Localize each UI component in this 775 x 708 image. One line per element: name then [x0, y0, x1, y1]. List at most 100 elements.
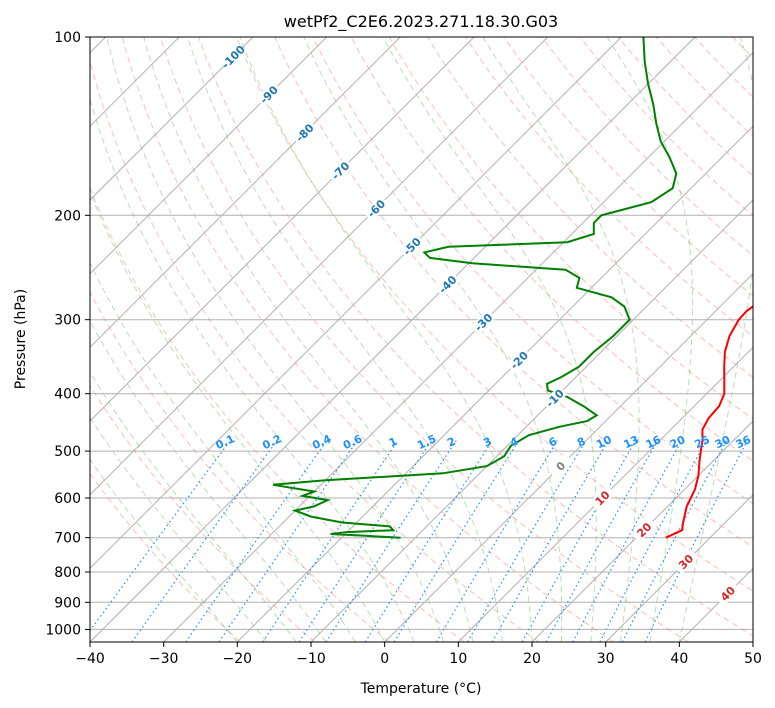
moist-adiabat [187, 37, 503, 642]
x-tick-label: 30 [597, 651, 615, 667]
mixing-ratio-line [491, 440, 609, 642]
y-tick-label: 1000 [45, 622, 81, 638]
dry-adiabat [465, 37, 753, 338]
y-tick-label: 400 [54, 387, 81, 403]
isotherm-gridline [90, 37, 328, 275]
y-tick-label: 200 [54, 208, 81, 224]
isotherm-label-bg [291, 119, 318, 146]
isotherm-gridline [605, 493, 753, 642]
moist-adiabat [90, 190, 386, 642]
y-tick-label: 700 [54, 531, 81, 547]
mixing-ratio-label: 30 [713, 433, 733, 451]
isotherm-gridline [163, 51, 753, 642]
isotherm-gridline [90, 37, 696, 642]
mixing-ratio-line [599, 440, 707, 642]
plot-frame [89, 36, 754, 643]
x-tick-label: −10 [296, 651, 326, 667]
isotherm-label-bg [542, 385, 568, 411]
mixing-ratio-label: 20 [668, 433, 688, 451]
moist-adiabat [90, 416, 268, 642]
dry-adiabat [121, 37, 614, 642]
mixing-ratio-line [621, 440, 728, 642]
y-axis-label: Pressure (hPa) [13, 289, 29, 389]
moist-adiabat [382, 37, 597, 642]
mixing-ratio-label: 36 [734, 433, 754, 451]
mixing-ratio-label: 16 [644, 433, 664, 451]
isotherm-gridline [384, 272, 753, 642]
moist-adiabat [90, 370, 297, 642]
x-tick-label: 20 [523, 651, 541, 667]
y-tick-label: 100 [54, 30, 81, 46]
dry-adiabat [312, 37, 753, 505]
y-tick-label: 600 [54, 491, 81, 507]
moist-adiabat [678, 37, 753, 642]
mixing-ratio-line [298, 440, 432, 642]
isotherm-gridline [457, 346, 753, 642]
isotherm-label-bg [220, 44, 246, 70]
isotherm-gridline [90, 37, 549, 496]
moist-adiabat [143, 37, 474, 642]
dry-adiabat [274, 37, 753, 548]
isotherm-gridline [236, 125, 753, 642]
moist-adiabat [482, 37, 640, 642]
isotherm-label-bg [327, 157, 354, 184]
chart-title: wetPf2_C2E6.2023.271.18.30.G03 [284, 12, 558, 32]
x-tick-label: 10 [449, 651, 467, 667]
y-tick-label: 500 [54, 444, 81, 460]
dry-adiabat [426, 37, 753, 379]
series-layer [272, 37, 753, 539]
isotherm-label-bg [434, 271, 461, 298]
y-tick-label: 900 [54, 595, 81, 611]
moist-adiabat [90, 261, 356, 642]
dry-adiabat [350, 37, 753, 462]
isotherm-label-bg [673, 548, 699, 575]
mixing-ratio-line [185, 440, 328, 642]
isotherm-label-bg [506, 347, 532, 373]
y-tick-label: 300 [54, 313, 81, 329]
x-tick-label: −40 [75, 651, 105, 667]
x-tick-label: −30 [149, 651, 179, 667]
mixing-ratio-label: 13 [622, 433, 641, 451]
isotherm-label-bg [547, 453, 574, 479]
isotherm-label-bg [631, 517, 657, 543]
isotherm-gridline [531, 420, 753, 642]
axes: −40 −30 −20 −10 0 10 20 30 40 50 100 200 300 400 500 60… [45, 30, 762, 667]
isotherm-label-bg [399, 233, 425, 260]
isotherm-gridline [310, 199, 753, 642]
dry-adiabat [90, 291, 390, 642]
dry-adiabat [90, 472, 241, 642]
dry-adiabat [236, 37, 753, 592]
mixing-ratio-line [466, 440, 587, 642]
moist-adiabat [90, 458, 238, 642]
x-tick-label: 40 [670, 651, 688, 667]
isotherm-gridline [90, 37, 254, 201]
temperature-profile [665, 305, 753, 539]
dry-adiabat [503, 37, 753, 297]
isotherm-label-bg [256, 81, 282, 108]
moist-adiabat [239, 37, 533, 642]
x-tick-label: 0 [380, 651, 389, 667]
mixing-ratio-label: 10 [594, 433, 614, 451]
dry-adiabat [90, 59, 540, 642]
mixing-ratio-line [435, 440, 558, 642]
x-tick-label: 50 [744, 651, 762, 667]
x-axis-label: Temperature (°C) [360, 681, 482, 697]
moist-adiabat [90, 320, 327, 642]
isotherm-gridline [90, 37, 475, 422]
isotherm-label-bg [714, 580, 741, 607]
moist-adiabat [606, 37, 694, 642]
dry-adiabat [90, 384, 316, 642]
dewpoint-profile [272, 37, 678, 539]
y-tick-label: 800 [54, 565, 81, 581]
isotherm-gridline [90, 37, 622, 570]
isotherm-label-bg [363, 195, 389, 222]
mixing-ratio-label: 25 [693, 433, 712, 451]
moist-adiabat [106, 37, 445, 642]
mixing-ratio-line [131, 440, 278, 642]
background-lines [90, 37, 753, 642]
isotherm-label-bg [470, 309, 497, 336]
dry-adiabat [159, 37, 689, 642]
mixing-ratio-line [364, 440, 493, 642]
x-tick-label: −20 [223, 651, 253, 667]
